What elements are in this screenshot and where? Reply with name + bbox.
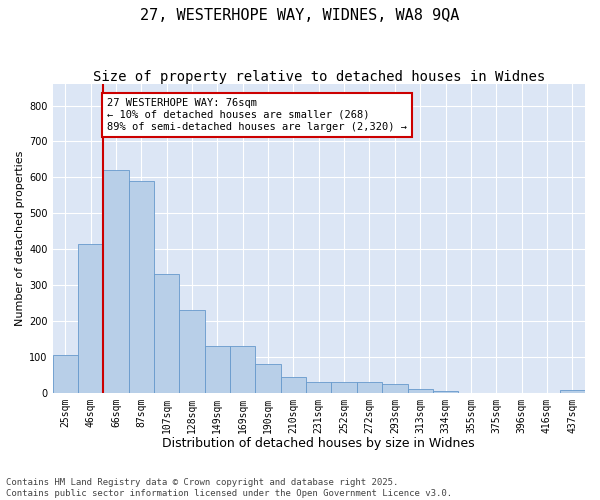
Y-axis label: Number of detached properties: Number of detached properties [15,150,25,326]
Bar [154,274,179,392]
Bar [357,382,382,392]
Bar [128,181,154,392]
Text: 27, WESTERHOPE WAY, WIDNES, WA8 9QA: 27, WESTERHOPE WAY, WIDNES, WA8 9QA [140,8,460,22]
Bar [230,346,256,393]
Title: Size of property relative to detached houses in Widnes: Size of property relative to detached ho… [92,70,545,84]
Bar [407,389,433,392]
Text: Contains HM Land Registry data © Crown copyright and database right 2025.
Contai: Contains HM Land Registry data © Crown c… [6,478,452,498]
Bar [433,391,458,392]
Bar [179,310,205,392]
Bar [560,390,585,392]
Bar [256,364,281,392]
Bar [382,384,407,392]
X-axis label: Distribution of detached houses by size in Widnes: Distribution of detached houses by size … [163,437,475,450]
Bar [103,170,128,392]
Bar [331,382,357,392]
Bar [281,376,306,392]
Bar [306,382,331,392]
Text: 27 WESTERHOPE WAY: 76sqm
← 10% of detached houses are smaller (268)
89% of semi-: 27 WESTERHOPE WAY: 76sqm ← 10% of detach… [107,98,407,132]
Bar [53,355,78,393]
Bar [78,244,103,392]
Bar [205,346,230,393]
